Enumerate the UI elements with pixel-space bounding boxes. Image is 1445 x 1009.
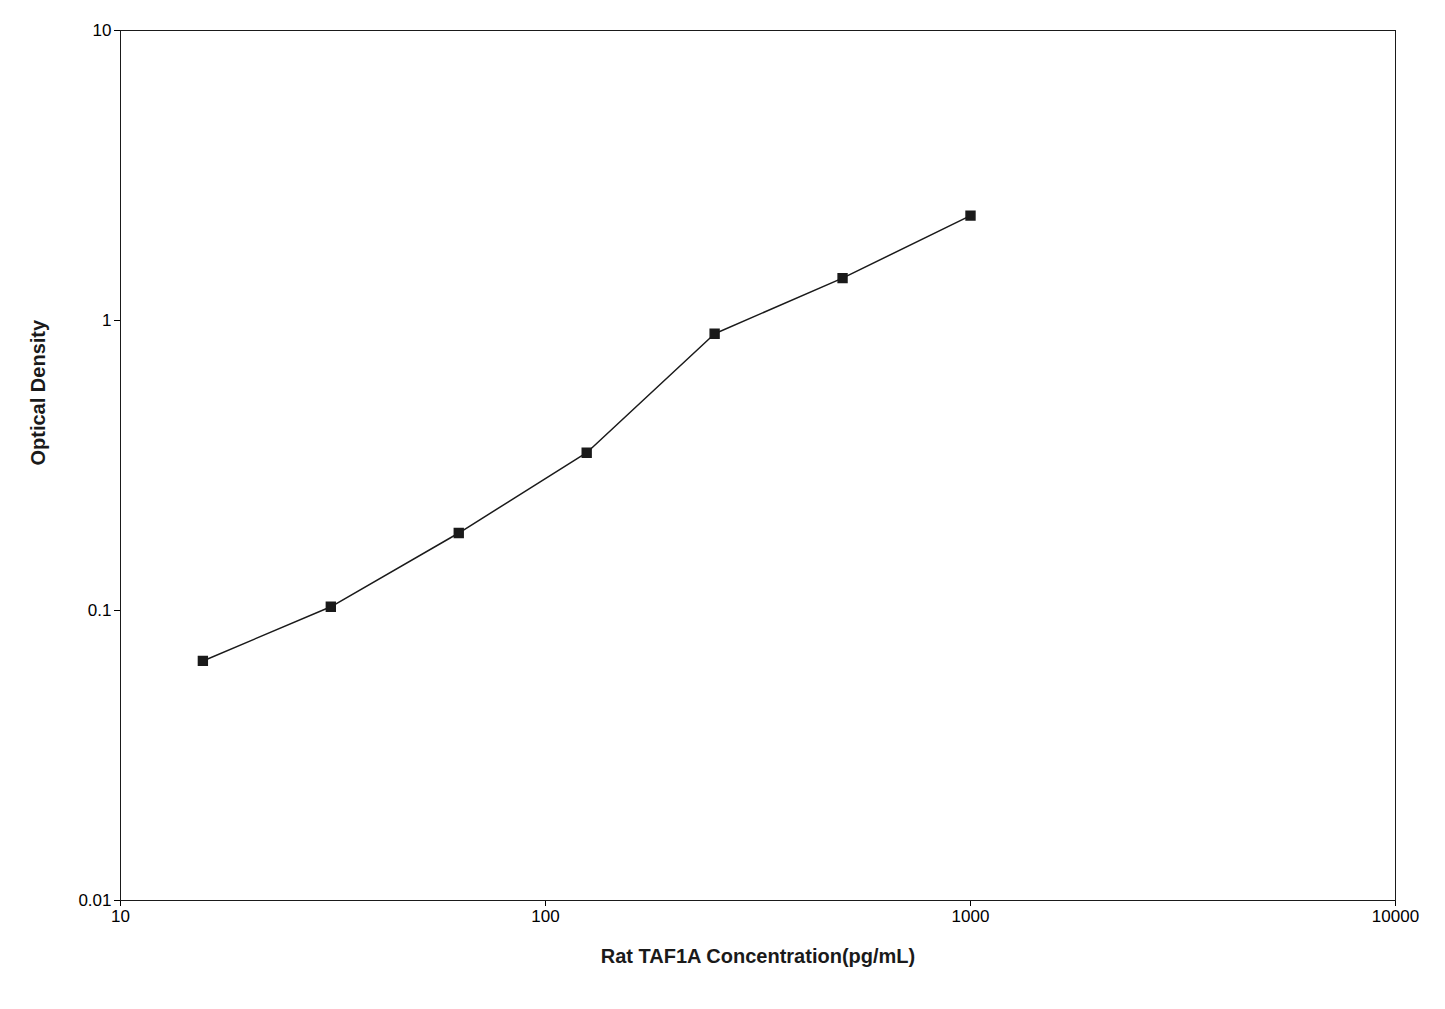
- svg-text:Optical Density: Optical Density: [27, 319, 49, 465]
- svg-text:10000: 10000: [1372, 907, 1419, 926]
- svg-text:0.01: 0.01: [78, 891, 111, 910]
- svg-text:1: 1: [102, 311, 111, 330]
- svg-text:1000: 1000: [952, 907, 990, 926]
- svg-text:0.1: 0.1: [88, 601, 112, 620]
- svg-text:Rat TAF1A Concentration(pg/mL): Rat TAF1A Concentration(pg/mL): [601, 945, 915, 967]
- svg-text:100: 100: [531, 907, 559, 926]
- svg-text:10: 10: [93, 21, 112, 40]
- svg-text:10: 10: [111, 907, 130, 926]
